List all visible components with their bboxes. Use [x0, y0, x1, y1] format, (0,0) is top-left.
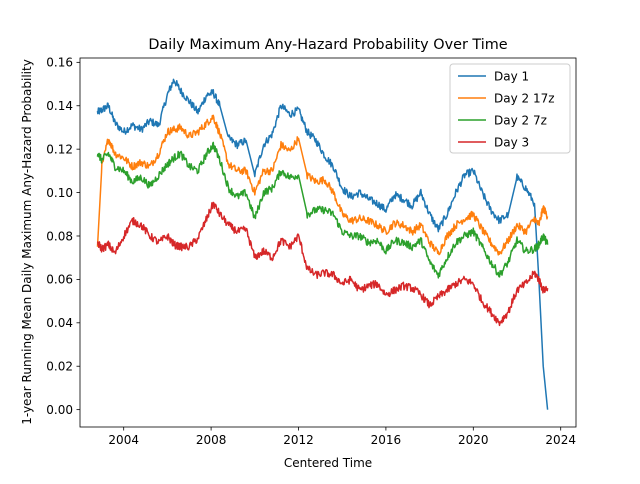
x-axis-label: Centered Time — [284, 456, 372, 470]
legend-box — [449, 63, 571, 154]
chart-title: Daily Maximum Any-Hazard Probability Ove… — [148, 37, 507, 53]
y-tick-label: 0.10 — [46, 186, 73, 200]
y-tick-label: 0.02 — [46, 360, 73, 374]
legend-label: Day 3 — [494, 136, 529, 150]
legend-label: Day 2 17z — [494, 92, 555, 106]
x-tick-label: 2004 — [108, 433, 139, 447]
series-line — [96, 141, 549, 279]
y-tick-label: 0.14 — [46, 99, 73, 113]
y-tick-label: 0.04 — [46, 316, 73, 330]
y-tick-label: 0.12 — [46, 142, 73, 156]
y-axis-label: 1-year Running Mean Daily Maximum Any-Ha… — [20, 59, 34, 425]
x-tick-label: 2020 — [458, 433, 489, 447]
x-tick-label: 2012 — [283, 433, 314, 447]
legend-label: Day 2 7z — [494, 114, 547, 128]
series-layer — [96, 78, 549, 410]
series-line — [96, 114, 549, 256]
y-axis-ticks: 0.00 0.02 0.04 0.06 0.08 0.10 0.12 0.14 0.16 — [46, 56, 80, 417]
x-tick-label: 2008 — [196, 433, 227, 447]
y-tick-label: 0.00 — [46, 403, 73, 417]
legend: Day 1 Day 2 17z Day 2 7z Day 3 — [449, 63, 571, 154]
series-line — [96, 78, 549, 410]
legend-label: Day 1 — [494, 70, 529, 84]
series-line — [96, 201, 549, 327]
x-axis-ticks: 2004 2008 2012 2016 2020 2024 — [108, 427, 576, 447]
axes-frame — [79, 57, 577, 428]
x-tick-label: 2016 — [371, 433, 402, 447]
y-tick-label: 0.08 — [46, 229, 73, 243]
y-tick-label: 0.06 — [46, 273, 73, 287]
y-tick-label: 0.16 — [46, 56, 73, 70]
x-tick-label: 2024 — [545, 433, 576, 447]
